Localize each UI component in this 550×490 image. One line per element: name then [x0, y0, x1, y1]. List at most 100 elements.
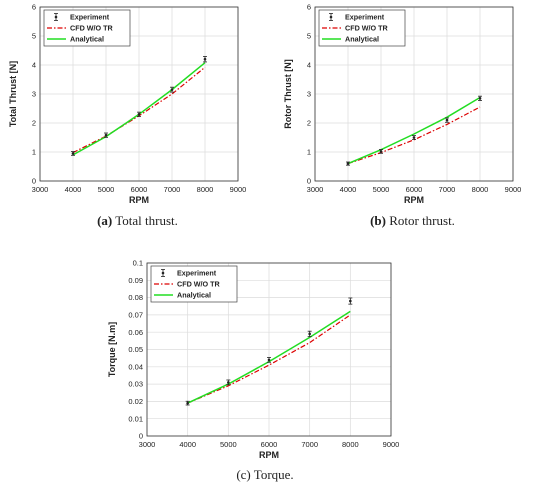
axes-frame	[39, 6, 239, 182]
experiment-point	[267, 358, 271, 362]
y-tick-label: 6	[32, 3, 36, 12]
y-tick-label: 0.03	[128, 380, 143, 389]
experiment-point	[478, 97, 482, 100]
caption-rotor-thrust: (b) Rotor thrust.	[275, 213, 550, 229]
legend-marker-dot	[329, 15, 333, 19]
y-tick-label: 1	[307, 148, 311, 157]
y-tick-label: 2	[32, 119, 36, 128]
chart-panel-total-thrust: 3000 4000 5000 6000 7000 8000 9000 0 1 2 3 4 5 6 RPM To…	[0, 0, 275, 236]
y-tick-label: 0	[32, 177, 36, 186]
x-tick-label: 8000	[342, 440, 359, 449]
experiment-point	[379, 150, 383, 153]
y-tick-label: 4	[32, 61, 36, 70]
x-tick-label: 8000	[197, 185, 214, 194]
x-tick-label: 3000	[307, 185, 324, 194]
experiment-point	[227, 381, 230, 384]
caption-total-thrust: (a) Total thrust.	[0, 213, 275, 229]
experiment-point	[170, 88, 174, 91]
y-tick-label: 5	[307, 32, 311, 41]
legend-label: Analytical	[177, 291, 211, 300]
experiment-point	[349, 299, 352, 303]
y-tick-label: 0	[307, 177, 311, 186]
y-axis-label: Rotor Thrust [N]	[283, 59, 293, 129]
y-tick-label: 6	[307, 3, 311, 12]
x-tick-label: 6000	[131, 185, 148, 194]
caption-torque: (c) Torque.	[95, 467, 435, 483]
y-tick-label: 0	[139, 432, 143, 441]
legend-label: CFD W/O TR	[177, 280, 221, 289]
cfd-series-line	[347, 106, 481, 165]
analytical-series-line	[347, 96, 481, 165]
y-tick-label: 2	[307, 119, 311, 128]
x-tick-label: 5000	[98, 185, 115, 194]
legend-label: Analytical	[345, 35, 379, 44]
x-axis-label: RPM	[259, 450, 279, 460]
y-tick-label: 0.09	[128, 276, 143, 285]
legend-label: CFD W/O TR	[70, 24, 114, 33]
x-tick-label: 6000	[406, 185, 423, 194]
x-axis-label: RPM	[129, 195, 149, 205]
experiment-point	[186, 401, 189, 405]
y-tick-label: 0.01	[128, 414, 143, 423]
experiment-point	[104, 133, 108, 137]
chart-panel-torque: 3000 4000 5000 6000 7000 8000 9000 0 0.01 0.02 0.0…	[95, 255, 435, 490]
x-tick-label: 9000	[505, 185, 522, 194]
legend-label: Experiment	[177, 269, 217, 278]
caption-tag: (a)	[97, 213, 113, 228]
legend-box	[43, 9, 131, 47]
axes-frame	[314, 6, 514, 182]
torque-chart: 3000 4000 5000 6000 7000 8000 9000 0 0.01 0.02 0.0…	[107, 259, 400, 460]
x-tick-label: 4000	[340, 185, 357, 194]
y-tick-label: 0.04	[128, 362, 143, 371]
experiment-point	[346, 162, 350, 165]
y-tick-label: 0.06	[128, 328, 143, 337]
legend-label: Experiment	[70, 13, 110, 22]
y-tick-label: 0.08	[128, 293, 143, 302]
x-tick-label: 7000	[164, 185, 181, 194]
experiment-point	[203, 57, 207, 61]
legend-label: Experiment	[345, 13, 385, 22]
experiment-point	[137, 113, 141, 116]
legend-marker-dot	[161, 271, 165, 275]
cfd-series-line	[187, 314, 351, 404]
chart-panel-rotor-thrust: 3000 4000 5000 6000 7000 8000 9000 0 1 2 3 4 5 6 RPM Ro…	[275, 0, 550, 236]
x-tick-label: 9000	[383, 440, 400, 449]
caption-text: Torque.	[250, 467, 294, 482]
experiment-point	[412, 136, 416, 139]
x-tick-label: 3000	[32, 185, 49, 194]
y-tick-label: 5	[32, 32, 36, 41]
x-axis-label: RPM	[404, 195, 424, 205]
caption-text: Total thrust.	[112, 213, 178, 228]
caption-text: Rotor thrust.	[385, 213, 455, 228]
experiment-point	[308, 332, 311, 336]
y-tick-label: 3	[32, 90, 36, 99]
experiment-point	[445, 118, 449, 122]
total-thrust-chart: 3000 4000 5000 6000 7000 8000 9000 0 1 2 3 4 5 6 RPM To…	[8, 3, 247, 205]
x-tick-label: 4000	[65, 185, 82, 194]
legend-label: Analytical	[70, 35, 104, 44]
y-tick-label: 0.05	[128, 345, 143, 354]
y-tick-label: 0.02	[128, 397, 143, 406]
legend-label: CFD W/O TR	[345, 24, 389, 33]
y-tick-label: 0.07	[128, 311, 143, 320]
experiment-point	[71, 152, 75, 155]
x-tick-label: 5000	[220, 440, 237, 449]
x-tick-label: 6000	[261, 440, 278, 449]
caption-tag: (c)	[236, 467, 251, 482]
caption-tag: (b)	[370, 213, 386, 228]
axes-frame	[146, 262, 392, 437]
y-axis-label: Total Thrust [N]	[8, 61, 18, 127]
y-axis-label: Torque [N.m]	[107, 322, 117, 377]
y-tick-label: 4	[307, 61, 311, 70]
y-tick-label: 0.1	[133, 259, 143, 268]
x-tick-label: 7000	[439, 185, 456, 194]
rotor-thrust-chart: 3000 4000 5000 6000 7000 8000 9000 0 1 2 3 4 5 6 RPM Ro…	[283, 3, 522, 205]
x-tick-label: 9000	[230, 185, 247, 194]
x-tick-label: 4000	[179, 440, 196, 449]
x-tick-label: 7000	[301, 440, 318, 449]
x-tick-label: 5000	[373, 185, 390, 194]
legend-marker-dot	[54, 15, 58, 19]
y-tick-label: 3	[307, 90, 311, 99]
x-tick-label: 3000	[139, 440, 156, 449]
y-tick-label: 1	[32, 148, 36, 157]
